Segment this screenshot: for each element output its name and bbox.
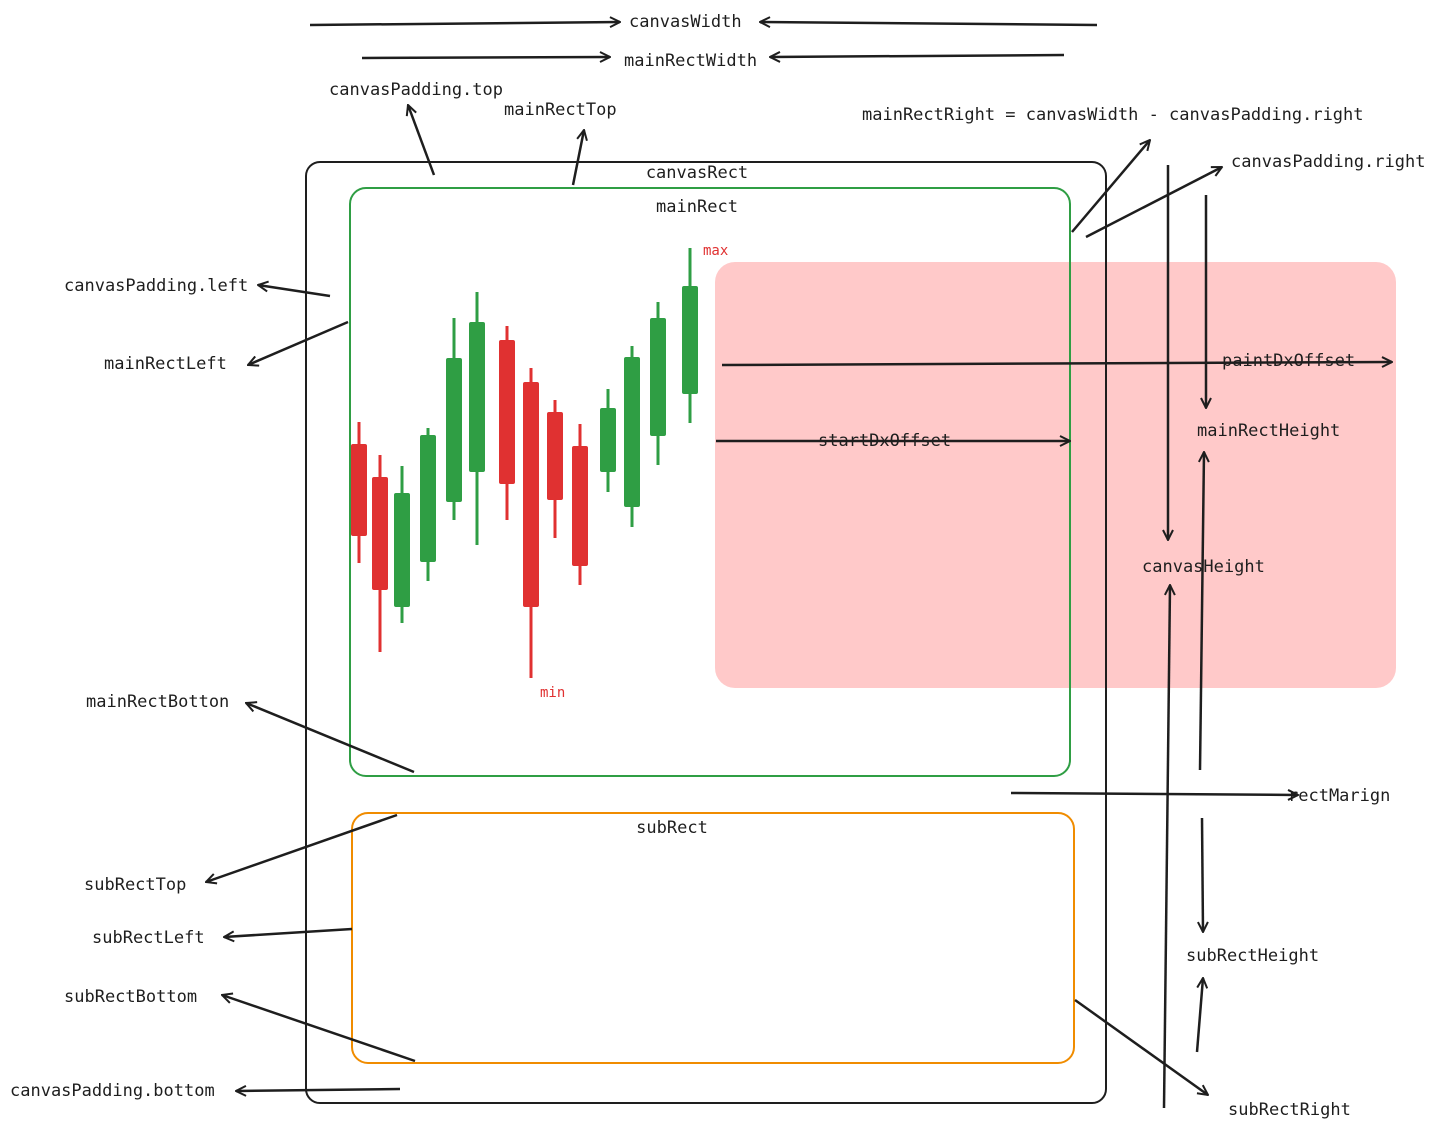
label: subRectTop xyxy=(84,875,186,895)
canvas-rect xyxy=(305,161,1107,1104)
label: mainRectTop xyxy=(504,100,617,120)
candle-body xyxy=(372,477,388,590)
sub-rect xyxy=(351,812,1075,1064)
candles xyxy=(351,248,698,678)
arrow xyxy=(248,320,349,365)
arrow xyxy=(258,285,331,298)
main-rect xyxy=(349,187,1071,777)
arrow xyxy=(236,1089,401,1091)
candle-body xyxy=(650,318,666,436)
label: mainRectWidth xyxy=(624,51,757,71)
label: rectMarign xyxy=(1288,786,1390,806)
arrow xyxy=(246,703,415,774)
arrow xyxy=(1162,585,1170,1109)
label: subRectLeft xyxy=(92,928,205,948)
arrow xyxy=(1202,817,1203,932)
candle-body xyxy=(572,446,588,566)
label: subRectBottom xyxy=(64,987,197,1007)
arrow xyxy=(721,362,1392,365)
arrow xyxy=(1200,452,1204,771)
label: mainRectRight = canvasWidth - canvasPadd… xyxy=(862,105,1364,125)
arrow xyxy=(1010,793,1298,795)
label: canvasPadding.bottom xyxy=(10,1081,215,1101)
arrow xyxy=(571,130,584,186)
label: canvasHeight xyxy=(1142,557,1265,577)
label: subRectHeight xyxy=(1186,946,1319,966)
candle-body xyxy=(469,322,485,472)
rect-label: canvasRect xyxy=(646,163,748,183)
label: startDxOffset xyxy=(818,431,951,451)
label: canvasPadding.left xyxy=(64,276,248,296)
arrow xyxy=(224,927,353,937)
label: canvasWidth xyxy=(629,12,742,32)
arrow xyxy=(309,22,620,25)
arrow xyxy=(760,22,1098,25)
arrows xyxy=(206,22,1392,1109)
candle-body xyxy=(547,412,563,500)
candle-body xyxy=(351,444,367,536)
max-label: max xyxy=(703,243,728,259)
candle-body xyxy=(446,358,462,502)
arrow xyxy=(1085,165,1222,239)
candle-body xyxy=(499,340,515,484)
candle-body xyxy=(420,435,436,562)
candle-body xyxy=(624,357,640,507)
candle-body xyxy=(523,382,539,607)
min-label: min xyxy=(540,685,565,701)
arrow xyxy=(408,105,436,176)
arrow xyxy=(1071,140,1150,233)
label: mainRectBotton xyxy=(86,692,229,712)
arrow xyxy=(206,813,398,882)
arrow xyxy=(361,57,610,58)
label: mainRectLeft xyxy=(104,354,227,374)
paint-area xyxy=(715,262,1396,688)
candle-body xyxy=(682,286,698,394)
label: mainRectHeight xyxy=(1197,421,1340,441)
candle-body xyxy=(394,493,410,607)
arrow xyxy=(1195,978,1203,1053)
candle-body xyxy=(600,408,616,472)
label: paintDxOffset xyxy=(1222,351,1355,371)
rect-label: mainRect xyxy=(656,197,738,217)
rect-label: subRect xyxy=(636,818,708,838)
label: subRectRight xyxy=(1228,1100,1351,1120)
arrow xyxy=(770,55,1065,57)
label: canvasPadding.right xyxy=(1231,152,1425,172)
arrow xyxy=(222,995,416,1063)
arrow xyxy=(1074,998,1208,1095)
label: canvasPadding.top xyxy=(329,80,503,100)
